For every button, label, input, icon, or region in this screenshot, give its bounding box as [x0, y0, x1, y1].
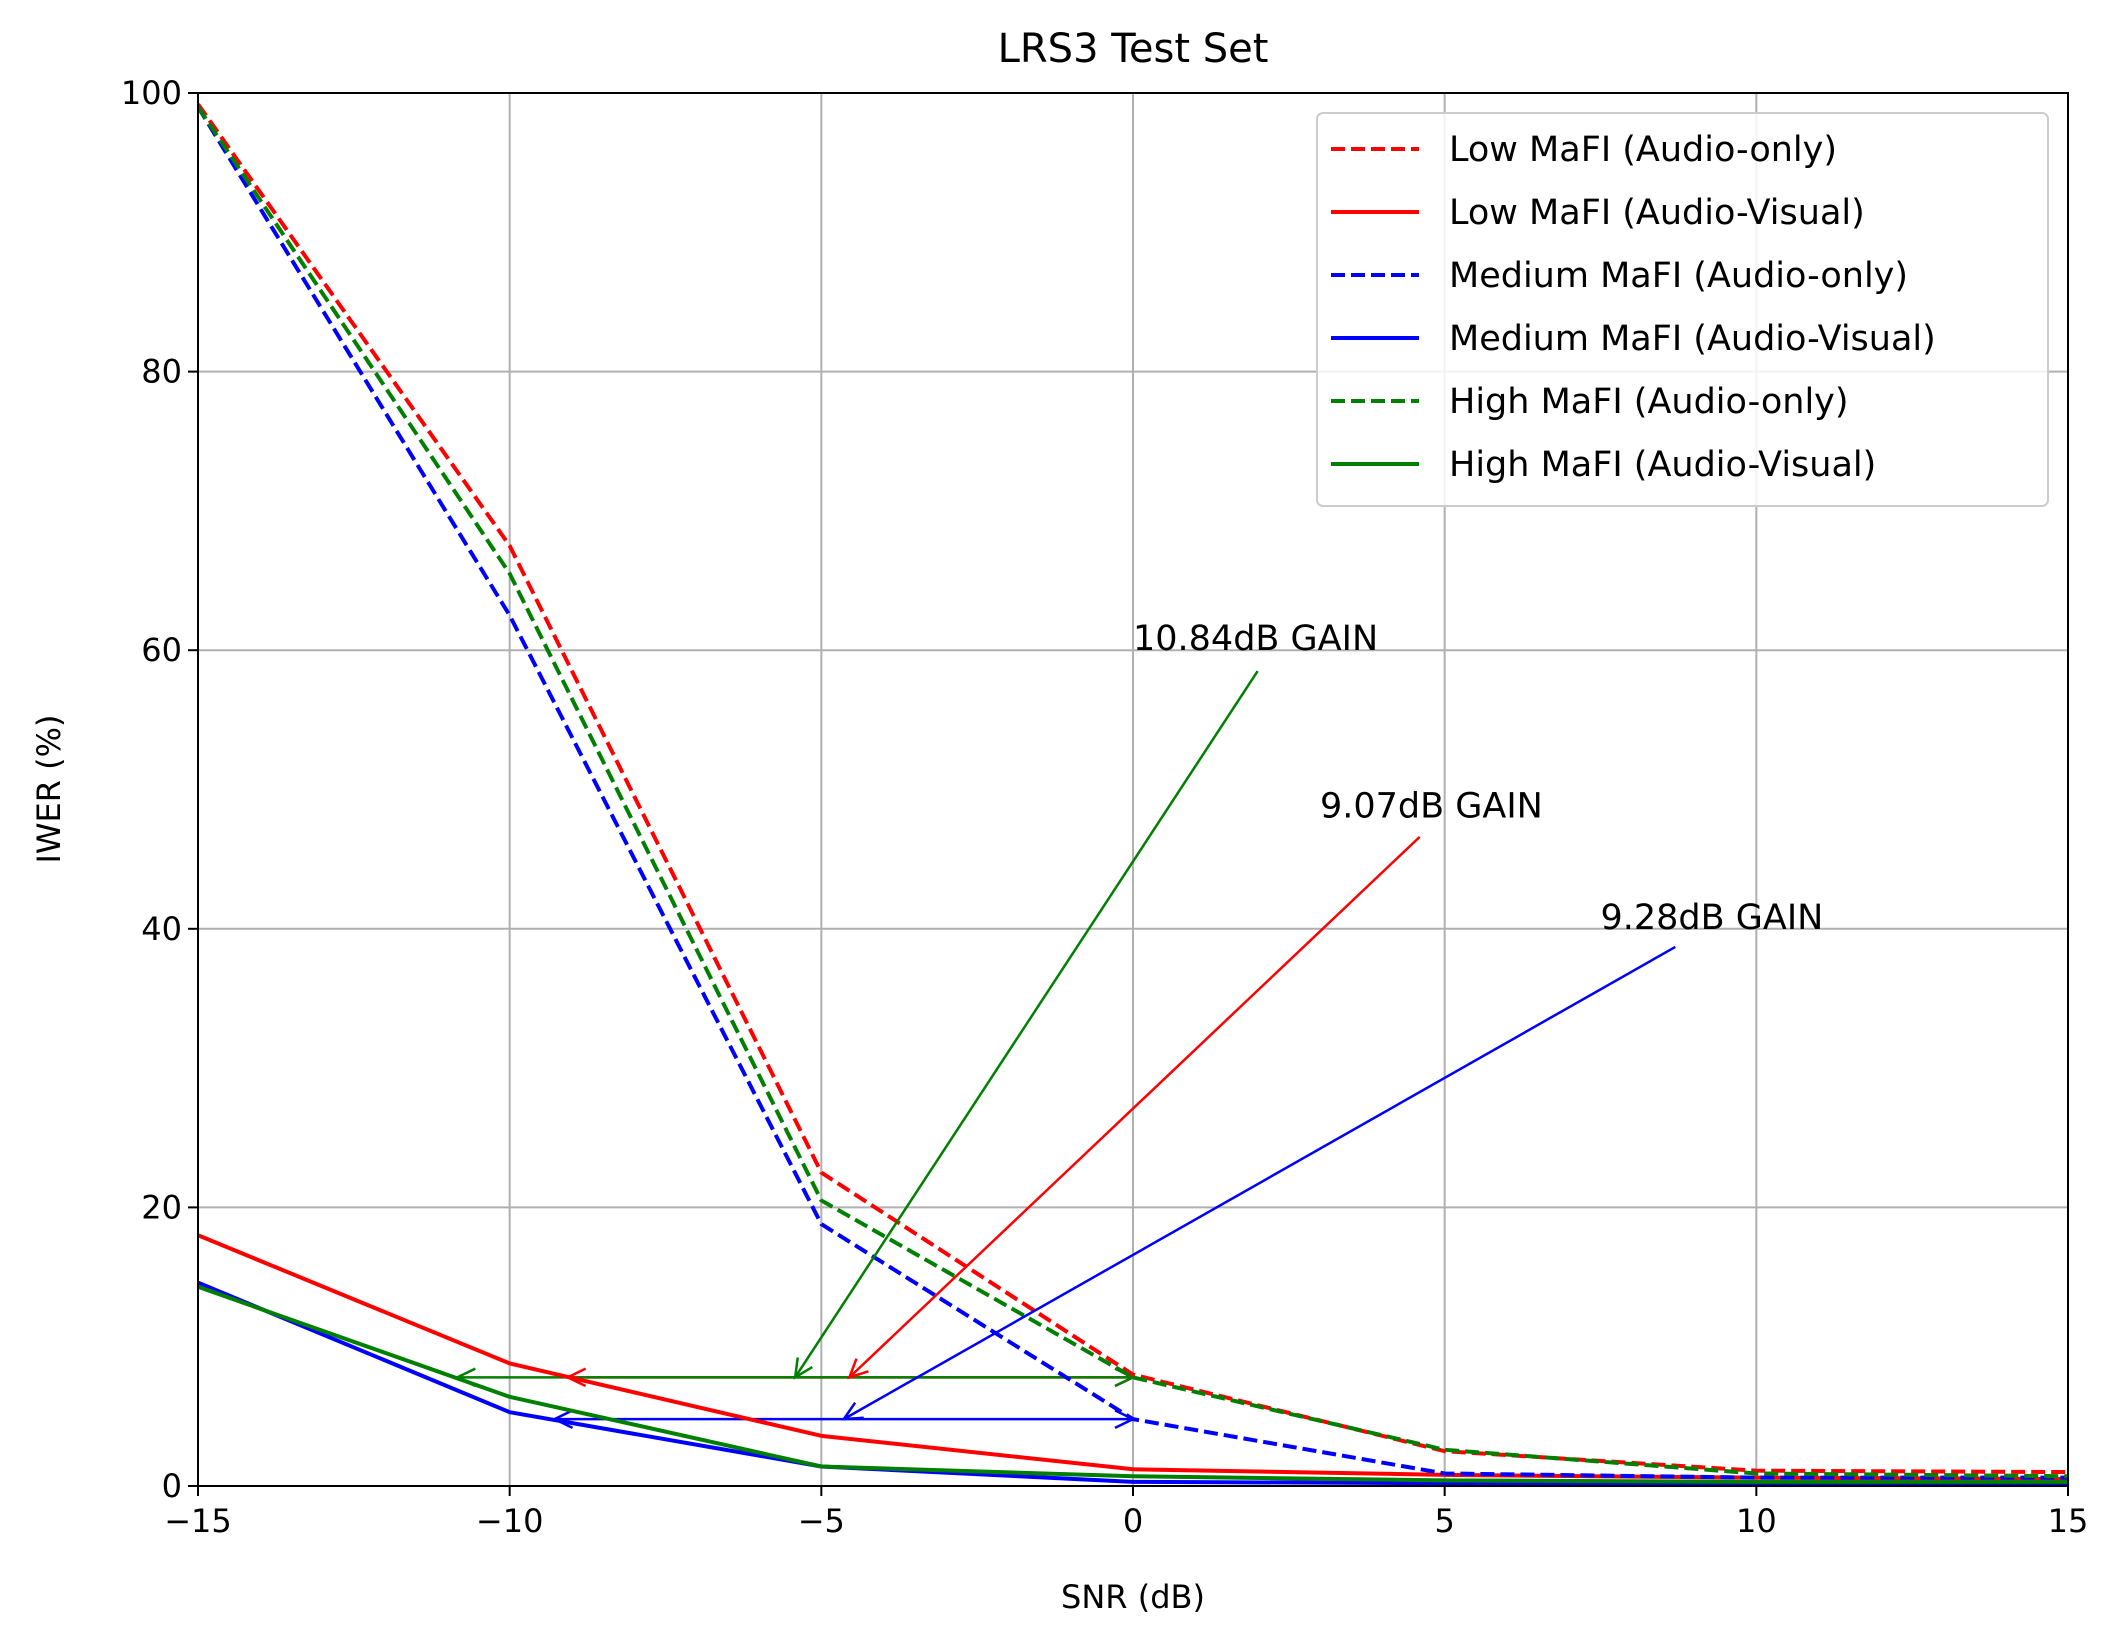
y-tick-label: 100	[121, 74, 182, 112]
y-tick-label: 40	[141, 910, 182, 948]
series-line	[198, 105, 2068, 1479]
series-line	[198, 105, 2068, 1480]
x-axis-label: SNR (dB)	[1061, 1578, 1205, 1616]
series-lines	[198, 102, 2068, 1486]
y-axis-label: IWER (%)	[30, 714, 68, 863]
x-tick-label: −5	[798, 1502, 845, 1540]
x-tick-label: 5	[1434, 1502, 1454, 1540]
x-tick-label: 15	[2048, 1502, 2089, 1540]
annotation-pointer-line	[848, 835, 1421, 1379]
x-tick-label: −10	[476, 1502, 544, 1540]
legend-label: High MaFI (Audio-Visual)	[1449, 445, 1876, 485]
y-tick-label: 20	[141, 1188, 182, 1226]
legend-label: High MaFI (Audio-only)	[1449, 382, 1849, 422]
annotation-arrow-head	[793, 1357, 813, 1380]
series-line	[198, 1284, 2068, 1484]
annotations: 10.84dB GAIN 9.07dB GAIN 9.28dB GAIN	[793, 619, 1824, 1421]
x-axis: −15 −10 −5 0 5 10 15	[164, 1486, 2088, 1540]
annotation-label: 9.28dB GAIN	[1601, 898, 1824, 938]
annotation-pointer-line	[794, 670, 1259, 1379]
y-tick-label: 60	[141, 631, 182, 669]
annotation-label: 10.84dB GAIN	[1133, 619, 1378, 659]
annotation-arrow-head	[841, 1401, 864, 1421]
legend-label: Low MaFI (Audio-Visual)	[1449, 193, 1865, 233]
y-tick-label: 80	[141, 353, 182, 391]
x-tick-label: 0	[1123, 1502, 1143, 1540]
series-line	[198, 1233, 2068, 1482]
x-tick-label: −15	[164, 1502, 232, 1540]
annotation-label: 9.07dB GAIN	[1320, 786, 1543, 826]
y-tick-label: 0	[162, 1467, 182, 1505]
annotation-arrow-head	[847, 1358, 869, 1380]
series-line	[198, 102, 2068, 1475]
x-tick-label: 10	[1736, 1502, 1777, 1540]
legend-label: Low MaFI (Audio-only)	[1449, 130, 1837, 170]
annotation-pointer-line	[843, 945, 1676, 1421]
legend-box	[1316, 112, 2049, 507]
legend: Low MaFI (Audio-only) Low MaFI (Audio-Vis…	[1316, 112, 2049, 507]
chart-title: LRS3 Test Set	[998, 26, 1269, 72]
y-axis: 0 20 40 60 80 100	[121, 74, 198, 1505]
legend-label: Medium MaFI (Audio-only)	[1449, 256, 1908, 296]
legend-label: Medium MaFI (Audio-Visual)	[1449, 319, 1936, 359]
